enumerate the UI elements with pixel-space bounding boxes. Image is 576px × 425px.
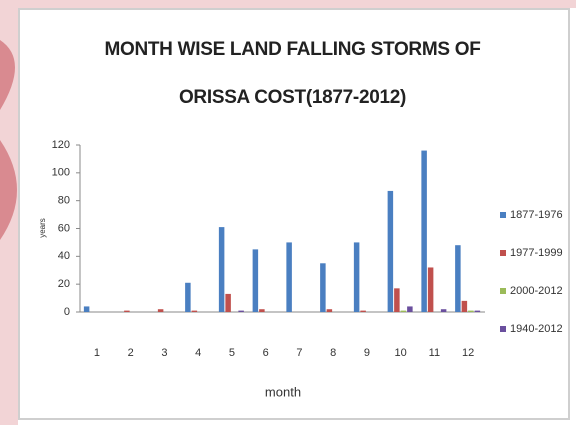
bar	[326, 309, 333, 312]
bar	[157, 309, 164, 312]
bar	[360, 310, 366, 312]
bar	[427, 267, 434, 312]
x-axis-label: month	[265, 384, 301, 399]
bar	[394, 288, 400, 312]
x-tick-label: 6	[263, 347, 269, 359]
legend-label: 2000-2012	[510, 285, 563, 297]
bar	[400, 310, 407, 312]
bar	[474, 310, 481, 312]
x-tick-label: 8	[330, 347, 336, 359]
y-tick-label: 40	[58, 250, 70, 262]
bar	[320, 263, 326, 312]
bar	[468, 310, 474, 312]
x-tick-label: 1	[94, 347, 100, 359]
x-tick-label: 3	[161, 347, 167, 359]
bar	[252, 249, 259, 312]
bar	[407, 306, 413, 312]
x-tick-label: 9	[364, 347, 370, 359]
x-tick-label: 10	[395, 347, 407, 359]
legend-swatch	[500, 288, 506, 294]
bar	[440, 309, 447, 312]
chart-title: MONTH WISE LAND FALLING STORMS OF ORISSA…	[104, 39, 481, 108]
bar	[124, 310, 130, 312]
bar	[83, 306, 90, 312]
bar	[218, 227, 225, 312]
bar	[387, 190, 394, 312]
bar	[191, 310, 198, 312]
bar	[353, 242, 360, 312]
legend-swatch	[500, 250, 506, 256]
bar	[185, 282, 191, 312]
bar	[455, 245, 461, 312]
bar	[286, 242, 292, 312]
bar	[259, 309, 265, 312]
x-tick-label: 7	[296, 347, 302, 359]
chart-frame	[18, 8, 570, 420]
legend-swatch	[500, 326, 506, 332]
legend-label: 1940-2012	[510, 323, 563, 335]
bar	[421, 150, 427, 312]
bar	[461, 300, 468, 312]
y-tick-label: 60	[58, 222, 70, 234]
y-tick-label: 120	[52, 139, 70, 151]
bar	[238, 310, 244, 312]
x-tick-label: 12	[462, 347, 474, 359]
legend-label: 1877-1976	[510, 209, 563, 221]
x-tick-label: 4	[195, 347, 201, 359]
x-tick-label: 11	[429, 347, 440, 359]
y-tick-label: 80	[58, 195, 70, 207]
x-tick-label: 5	[229, 347, 235, 359]
top-strip	[0, 0, 576, 8]
legend-label: 1977-1999	[510, 247, 563, 259]
y-tick-label: 20	[58, 278, 70, 290]
y-tick-label: 0	[64, 306, 70, 318]
side-shape	[0, 40, 17, 240]
bar	[225, 293, 231, 312]
legend-swatch	[500, 212, 506, 218]
y-axis-label: years	[38, 218, 47, 238]
y-tick-label: 100	[52, 167, 70, 179]
x-tick-label: 2	[128, 347, 134, 359]
